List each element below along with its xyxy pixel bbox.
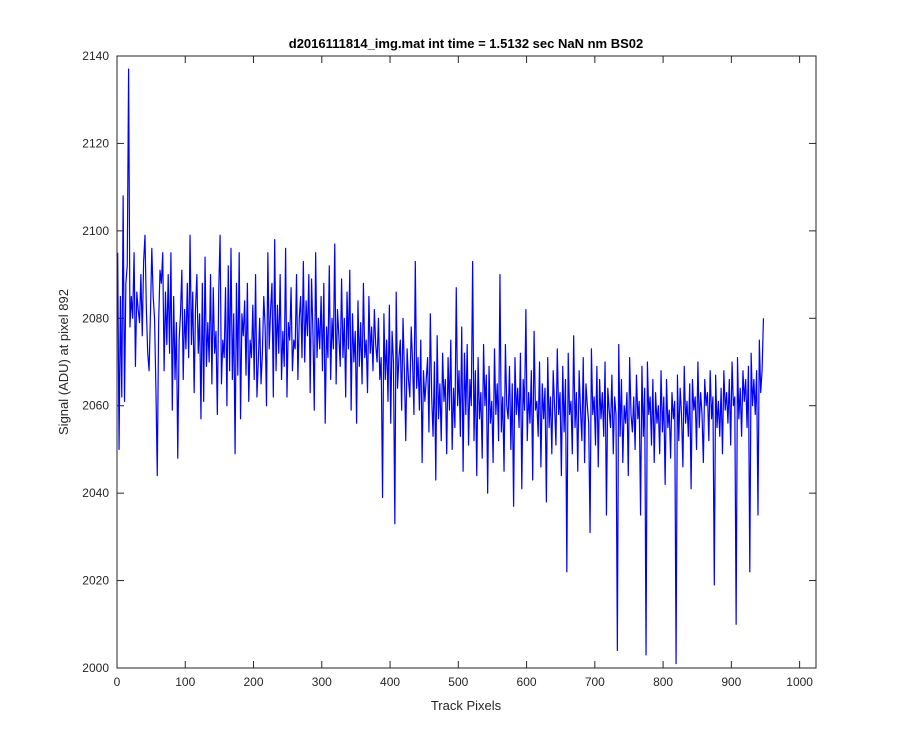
x-axis-label: Track Pixels (431, 698, 502, 713)
y-tick-label-2: 2040 (82, 486, 109, 500)
y-ticks: 2000 2020 2040 2060 2080 2100 2120 2140 (82, 49, 816, 675)
x-tick-label-9: 900 (721, 675, 741, 689)
x-tick-label-2: 200 (244, 675, 264, 689)
x-tick-label-5: 500 (448, 675, 468, 689)
y-axis-label: Signal (ADU) at pixel 892 (56, 289, 71, 435)
x-tick-label-4: 400 (380, 675, 400, 689)
y-tick-label-4: 2080 (82, 311, 109, 325)
x-tick-label-1: 100 (175, 675, 195, 689)
x-tick-label-8: 800 (653, 675, 673, 689)
x-tick-label-0: 0 (114, 675, 121, 689)
x-tick-label-3: 300 (312, 675, 332, 689)
y-tick-label-5: 2100 (82, 224, 109, 238)
y-tick-label-1: 2020 (82, 574, 109, 588)
y-tick-label-0: 2000 (82, 661, 109, 675)
x-tick-label-7: 700 (585, 675, 605, 689)
y-tick-label-6: 2120 (82, 136, 109, 150)
plot-frame (116, 55, 817, 669)
series-line (117, 68, 765, 665)
x-tick-label-10: 1000 (786, 675, 813, 689)
y-tick-label-3: 2060 (82, 399, 109, 413)
chart-title: d2016111814_img.mat int time = 1.5132 se… (289, 36, 643, 51)
x-ticks: 0 100 200 300 400 500 600 700 800 900 1000 (114, 56, 813, 689)
x-tick-label-6: 600 (517, 675, 537, 689)
y-tick-label-7: 2140 (82, 49, 109, 63)
